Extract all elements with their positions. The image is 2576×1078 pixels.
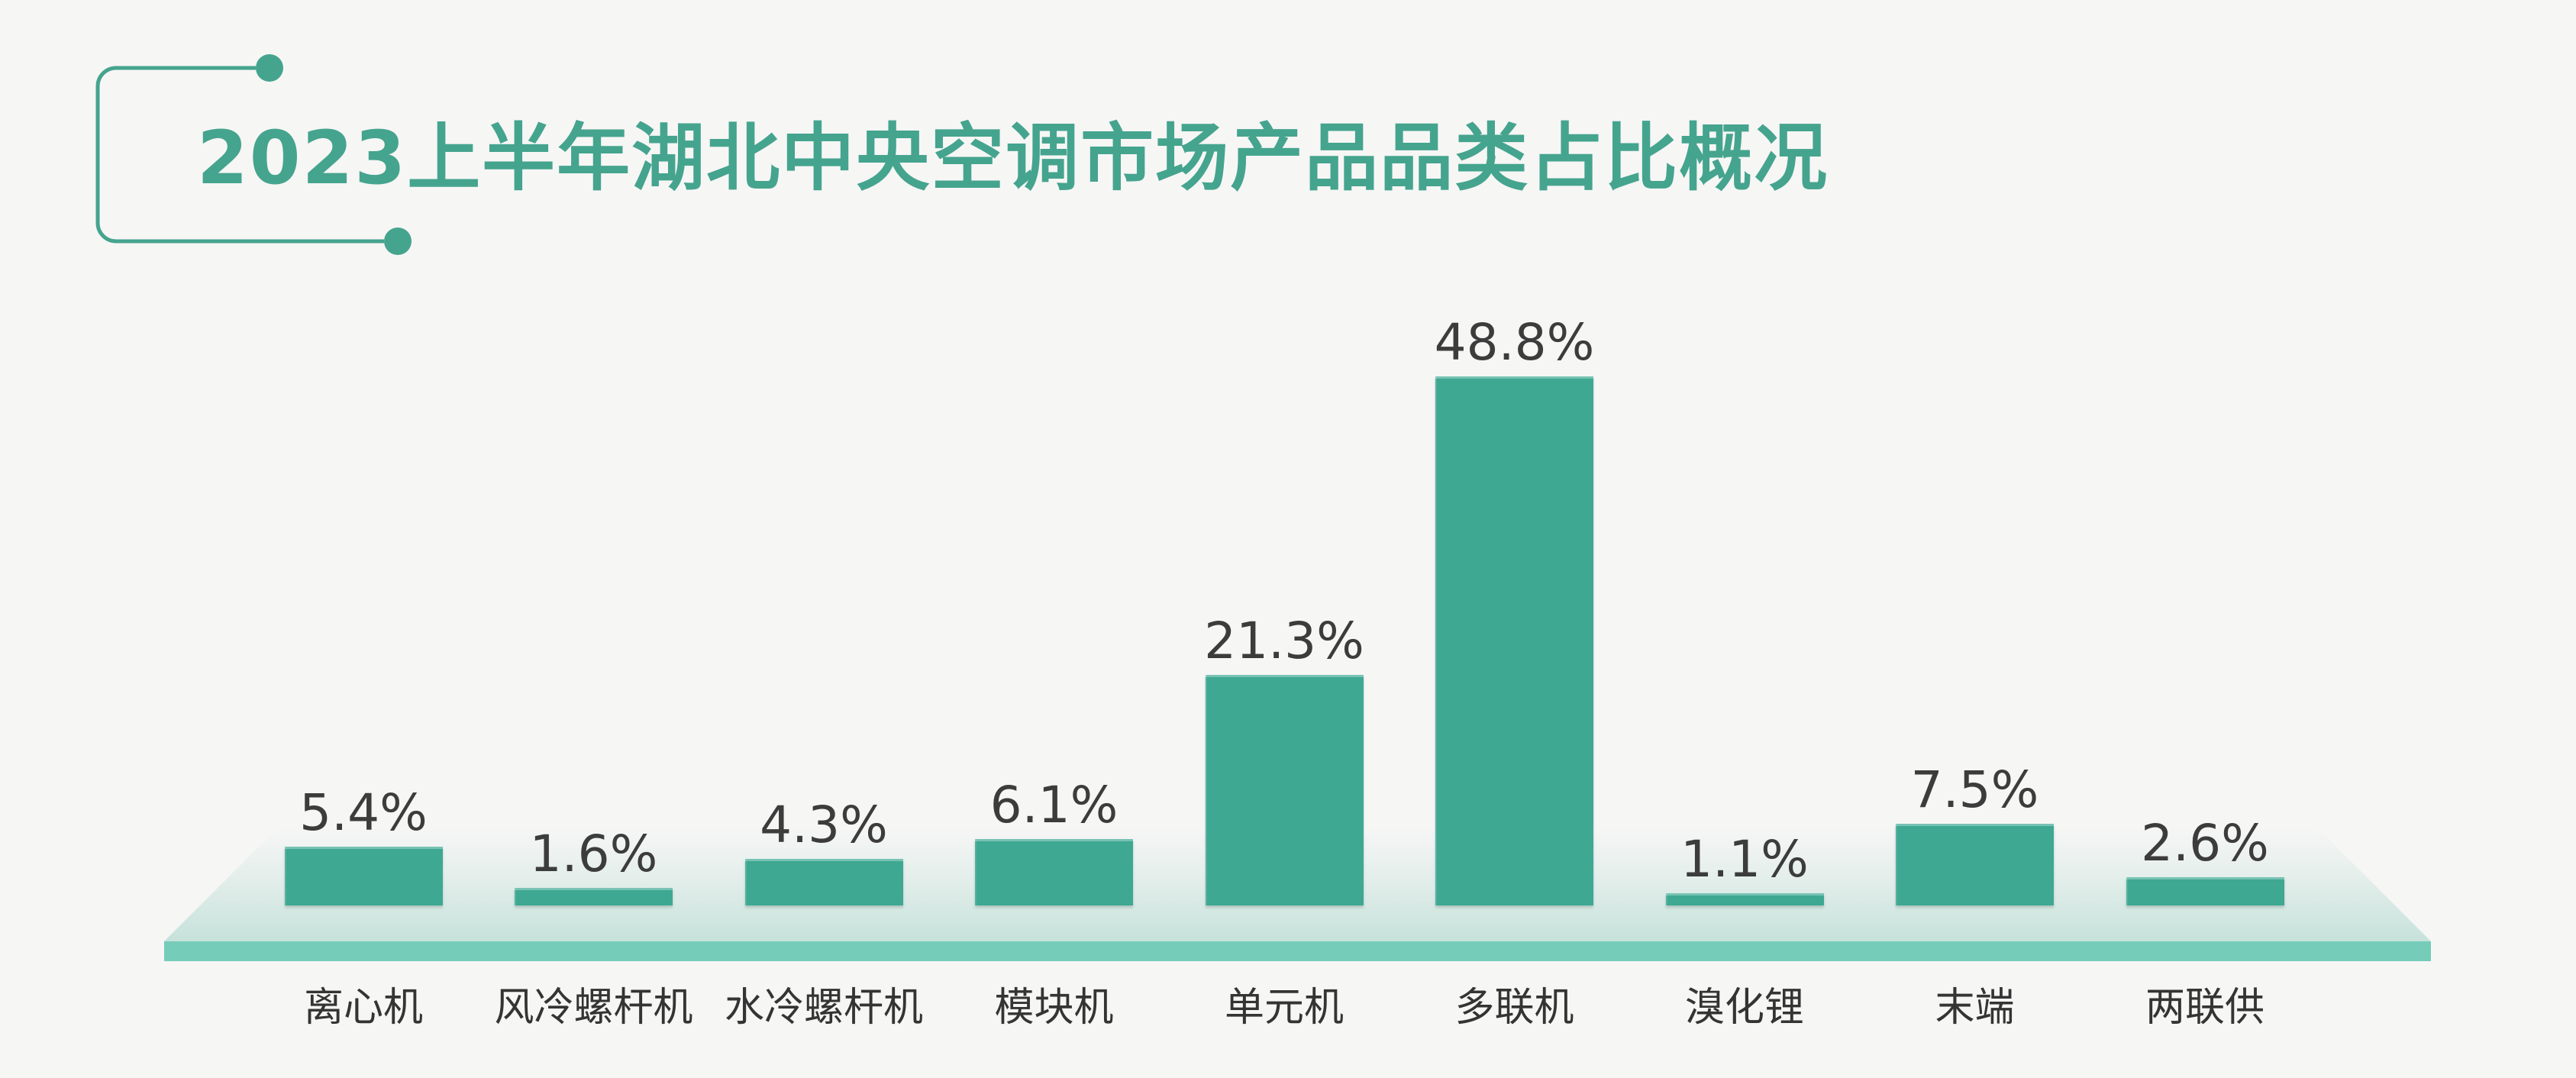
bar <box>1205 675 1364 905</box>
bar <box>2126 877 2284 905</box>
bar-value-label: 1.1% <box>1680 830 1809 889</box>
bar-category-label: 两联供 <box>2145 985 2264 1031</box>
page-title: 2023上半年湖北中央空调市场产品品类占比概况 <box>197 115 1829 201</box>
bar-value-label: 7.5% <box>1910 760 2039 819</box>
bar-category-label: 风冷螺杆机 <box>494 985 693 1031</box>
bar <box>975 839 1133 905</box>
bar-value-label: 5.4% <box>299 783 428 842</box>
bar <box>1435 376 1593 905</box>
bar <box>744 859 903 905</box>
bar <box>515 888 673 905</box>
bar-value-label: 1.6% <box>529 825 658 883</box>
bar-value-label: 48.8% <box>1434 313 1595 372</box>
bar-value-label: 4.3% <box>760 796 888 854</box>
bracket-dot-top <box>256 54 283 82</box>
bar-category-label: 离心机 <box>303 985 423 1031</box>
bar <box>1665 893 1824 905</box>
bar-value-label: 2.6% <box>2141 814 2269 873</box>
bar-value-label: 21.3% <box>1204 612 1364 670</box>
bar-category-label: 多联机 <box>1454 985 1574 1031</box>
bar-category-label: 水冷螺杆机 <box>724 985 923 1031</box>
bar-category-label: 溴化锂 <box>1684 985 1804 1031</box>
bar <box>284 847 443 905</box>
bar <box>1896 824 2054 905</box>
bar-category-label: 单元机 <box>1224 985 1344 1031</box>
bracket-dot-bottom <box>384 228 412 255</box>
bar-category-label: 模块机 <box>994 985 1114 1031</box>
bar-value-label: 6.1% <box>989 776 1119 834</box>
platform-front-edge <box>164 941 2431 961</box>
bar-category-label: 末端 <box>1935 985 2015 1031</box>
